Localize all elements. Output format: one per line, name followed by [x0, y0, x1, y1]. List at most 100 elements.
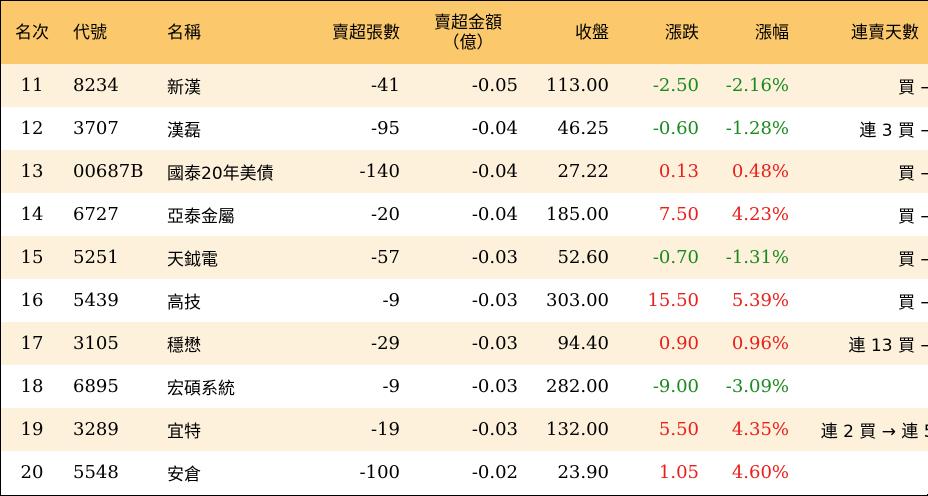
cell-net-sell-shares: -41 [371, 75, 400, 96]
cell-close: 52.60 [557, 247, 609, 268]
cell-rank: 16 [20, 290, 44, 311]
cell-change-pct: 4.35% [731, 419, 789, 440]
cell-close: 113.00 [546, 75, 609, 96]
header-net-sell-amount-unit: （億） [442, 32, 494, 53]
table-row: 14 6727 亞泰金屬 -20 -0.04 185.00 7.50 4.23%… [1, 193, 928, 236]
cell-name: 高技 [167, 293, 201, 313]
cell-name: 新漢 [167, 78, 201, 98]
cell-net-sell-amount: -0.04 [471, 118, 518, 139]
cell-code: 3105 [73, 333, 119, 354]
header-rank: 名次 [15, 22, 49, 43]
table-header-row: 名次 代號 名稱 賣超張數 賣超金額 （億） 收盤 漲跌 漲幅 連賣天數 [1, 1, 928, 64]
cell-change: -0.70 [652, 247, 699, 268]
cell-sell-streak: 買 → 賣 [897, 207, 928, 227]
cell-rank: 17 [20, 333, 44, 354]
cell-rank: 18 [20, 376, 44, 397]
cell-sell-streak: 買 → 賣 [897, 164, 928, 184]
cell-close: 23.90 [557, 462, 609, 483]
cell-name: 穩懋 [167, 336, 201, 356]
cell-code: 8234 [73, 75, 119, 96]
cell-code: 5439 [73, 290, 119, 311]
cell-name: 宏碩系統 [167, 379, 235, 399]
table-row: 15 5251 天鉞電 -57 -0.03 52.60 -0.70 -1.31%… [1, 236, 928, 279]
cell-sell-streak: 1 [789, 365, 928, 408]
cell-sell-streak: 連 3 買 → 賣 [859, 121, 928, 141]
cell-net-sell-shares: -9 [382, 376, 400, 397]
cell-change: -2.50 [652, 75, 699, 96]
cell-net-sell-amount: -0.03 [471, 247, 518, 268]
cell-close: 303.00 [546, 290, 609, 311]
cell-change: 15.50 [647, 290, 699, 311]
cell-change: 5.50 [658, 419, 699, 440]
table-row: 20 5548 安倉 -100 -0.02 23.90 1.05 4.60% 1 [1, 451, 928, 494]
header-close: 收盤 [575, 22, 609, 43]
table-row: 19 3289 宜特 -19 -0.03 132.00 5.50 4.35% 連… [1, 408, 928, 451]
cell-change-pct: 0.96% [731, 333, 789, 354]
table-row: 17 3105 穩懋 -29 -0.03 94.40 0.90 0.96% 連 … [1, 322, 928, 365]
cell-rank: 14 [20, 204, 44, 225]
table-body: 11 8234 新漢 -41 -0.05 113.00 -2.50 -2.16%… [1, 64, 928, 494]
header-change-pct: 漲幅 [755, 22, 789, 43]
cell-name: 天鉞電 [167, 250, 218, 270]
cell-change-pct: 5.39% [731, 290, 789, 311]
cell-net-sell-amount: -0.03 [471, 290, 518, 311]
cell-rank: 12 [20, 118, 44, 139]
cell-change: 1.05 [658, 462, 699, 483]
header-name: 名稱 [167, 22, 201, 43]
cell-code: 6895 [73, 376, 119, 397]
cell-net-sell-amount: -0.03 [471, 419, 518, 440]
cell-close: 282.00 [546, 376, 609, 397]
cell-code: 3707 [73, 118, 119, 139]
header-code: 代號 [73, 22, 107, 43]
cell-rank: 19 [20, 419, 44, 440]
cell-rank: 20 [20, 462, 44, 483]
cell-net-sell-amount: -0.02 [471, 462, 518, 483]
cell-name: 漢磊 [167, 121, 201, 141]
cell-code: 3289 [73, 419, 119, 440]
table-row: 11 8234 新漢 -41 -0.05 113.00 -2.50 -2.16%… [1, 64, 928, 107]
cell-change: 0.13 [658, 161, 699, 182]
cell-sell-streak: 買 → 賣 [897, 293, 928, 313]
cell-change: -0.60 [652, 118, 699, 139]
cell-net-sell-shares: -140 [359, 161, 400, 182]
cell-close: 185.00 [546, 204, 609, 225]
cell-change-pct: -1.31% [725, 247, 789, 268]
cell-sell-streak: 買 → 賣 [897, 250, 928, 270]
cell-net-sell-shares: -95 [371, 118, 400, 139]
cell-close: 46.25 [557, 118, 609, 139]
header-net-sell-shares: 賣超張數 [332, 22, 400, 43]
cell-net-sell-amount: -0.03 [471, 333, 518, 354]
cell-change-pct: -2.16% [725, 75, 789, 96]
cell-change-pct: 4.60% [731, 462, 789, 483]
header-net-sell-amount-label: 賣超金額 [434, 12, 502, 33]
cell-name: 安倉 [167, 465, 201, 485]
cell-sell-streak: 連 13 買 → 賣 [848, 336, 928, 356]
cell-net-sell-shares: -20 [371, 204, 400, 225]
header-change: 漲跌 [665, 22, 699, 43]
cell-change-pct: 0.48% [731, 161, 789, 182]
cell-name: 國泰20年美債 [167, 164, 274, 184]
cell-close: 94.40 [557, 333, 609, 354]
cell-rank: 11 [20, 75, 44, 96]
cell-net-sell-shares: -100 [359, 462, 400, 483]
cell-close: 132.00 [546, 419, 609, 440]
cell-sell-streak: 連 2 買 → 連 5 賣 [820, 422, 928, 442]
cell-change: 0.90 [658, 333, 699, 354]
cell-net-sell-shares: -57 [371, 247, 400, 268]
cell-net-sell-amount: -0.03 [471, 376, 518, 397]
table-row: 16 5439 高技 -9 -0.03 303.00 15.50 5.39% 買… [1, 279, 928, 322]
cell-name: 亞泰金屬 [167, 207, 235, 227]
cell-rank: 13 [20, 161, 44, 182]
cell-code: 5548 [73, 462, 119, 483]
cell-change-pct: -3.09% [725, 376, 789, 397]
cell-change: -9.00 [652, 376, 699, 397]
cell-sell-streak: 1 [789, 451, 928, 494]
cell-code: 00687B [73, 161, 144, 182]
header-sell-streak: 連賣天數 [851, 22, 919, 43]
cell-net-sell-amount: -0.05 [471, 75, 518, 96]
cell-name: 宜特 [167, 422, 201, 442]
cell-net-sell-shares: -9 [382, 290, 400, 311]
cell-net-sell-amount: -0.04 [471, 204, 518, 225]
cell-rank: 15 [20, 247, 44, 268]
